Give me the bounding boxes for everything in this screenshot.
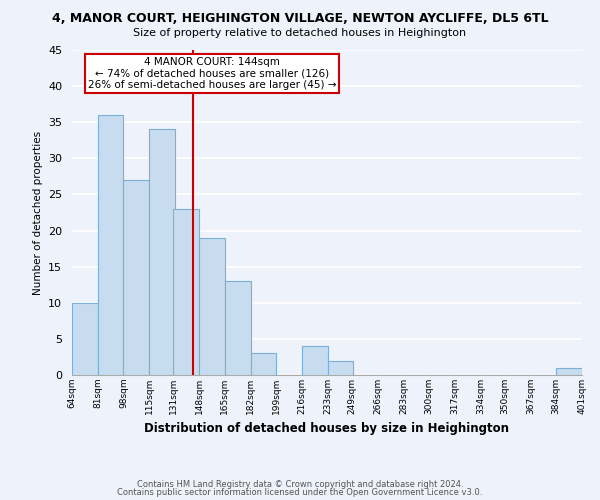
Bar <box>556 368 582 375</box>
Bar <box>149 130 175 375</box>
Y-axis label: Number of detached properties: Number of detached properties <box>32 130 43 294</box>
Bar <box>72 303 98 375</box>
Bar <box>328 360 353 375</box>
X-axis label: Distribution of detached houses by size in Heighington: Distribution of detached houses by size … <box>145 422 509 436</box>
Bar <box>98 115 124 375</box>
Text: Contains HM Land Registry data © Crown copyright and database right 2024.: Contains HM Land Registry data © Crown c… <box>137 480 463 489</box>
Bar <box>225 281 251 375</box>
Bar <box>124 180 149 375</box>
Text: Size of property relative to detached houses in Heighington: Size of property relative to detached ho… <box>133 28 467 38</box>
Bar <box>302 346 328 375</box>
Text: Contains public sector information licensed under the Open Government Licence v3: Contains public sector information licen… <box>118 488 482 497</box>
Bar <box>173 209 199 375</box>
Text: 4 MANOR COURT: 144sqm
← 74% of detached houses are smaller (126)
26% of semi-det: 4 MANOR COURT: 144sqm ← 74% of detached … <box>88 57 336 90</box>
Bar <box>251 354 277 375</box>
Bar <box>199 238 225 375</box>
Text: 4, MANOR COURT, HEIGHINGTON VILLAGE, NEWTON AYCLIFFE, DL5 6TL: 4, MANOR COURT, HEIGHINGTON VILLAGE, NEW… <box>52 12 548 26</box>
